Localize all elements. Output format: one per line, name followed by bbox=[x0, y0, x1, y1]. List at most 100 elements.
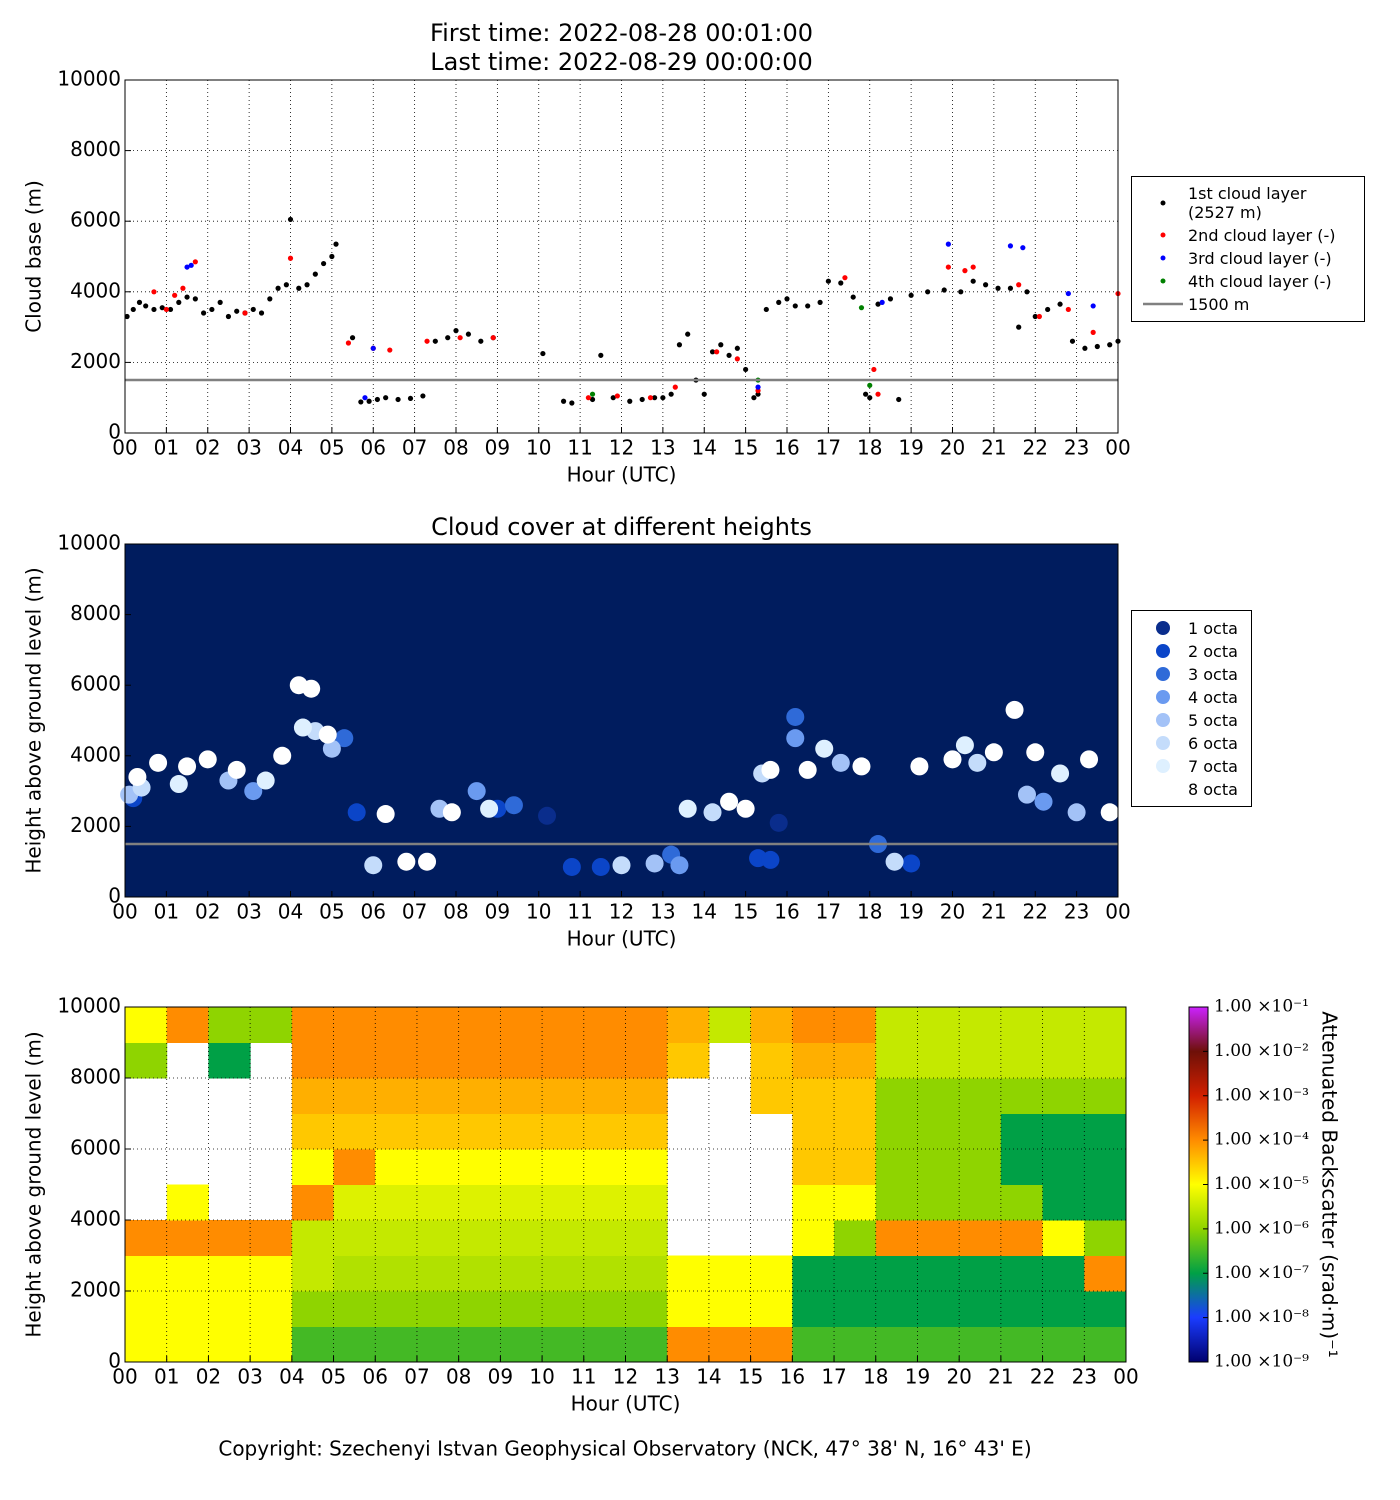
x-tick-label: 21 bbox=[981, 900, 1006, 924]
heatmap-cell bbox=[542, 1149, 585, 1185]
legend-marker bbox=[1160, 232, 1166, 238]
heatmap-cell bbox=[959, 1113, 1002, 1150]
data-point bbox=[383, 395, 389, 401]
heatmap-cell bbox=[166, 1007, 209, 1043]
heatmap-cell bbox=[583, 1255, 626, 1292]
y-tick-label: 4000 bbox=[70, 1207, 121, 1231]
legend-label: 1500 m bbox=[1188, 294, 1250, 314]
data-point bbox=[685, 331, 691, 337]
y-tick-label: 8000 bbox=[70, 1065, 121, 1089]
data-point bbox=[743, 366, 749, 373]
x-tick-label: 11 bbox=[567, 436, 592, 460]
heatmap-cell bbox=[416, 1149, 460, 1185]
data-point bbox=[589, 396, 596, 403]
y-tick-label: 2000 bbox=[70, 1278, 121, 1302]
heatmap-cell bbox=[250, 1255, 293, 1292]
data-point bbox=[896, 396, 902, 403]
heatmap-cell bbox=[542, 1220, 585, 1256]
heatmap-cell bbox=[583, 1291, 626, 1327]
legend-marker bbox=[1160, 255, 1166, 261]
legend-entry: 6 octa bbox=[1138, 733, 1245, 753]
heatmap-cell bbox=[500, 1149, 543, 1185]
heatmap-cell bbox=[625, 1007, 668, 1043]
heatmap-cell bbox=[166, 1255, 209, 1292]
heatmap-cell bbox=[750, 1042, 793, 1079]
data-point bbox=[151, 306, 157, 313]
x-tick-label: 00 bbox=[1105, 900, 1130, 924]
data-point bbox=[370, 345, 376, 351]
heatmap-cell bbox=[1042, 1220, 1085, 1256]
x-tick-label: 03 bbox=[237, 1365, 262, 1389]
data-point bbox=[569, 400, 575, 406]
data-point bbox=[1007, 243, 1014, 249]
x-tick-label: 00 bbox=[1113, 1365, 1138, 1389]
x-tick-label: 18 bbox=[857, 436, 882, 460]
data-point bbox=[198, 750, 217, 769]
data-point bbox=[908, 292, 914, 298]
x-tick-label: 02 bbox=[195, 436, 220, 460]
data-point bbox=[358, 399, 364, 405]
data-point bbox=[902, 854, 921, 873]
data-point bbox=[610, 395, 616, 401]
heatmap-cell bbox=[1084, 1042, 1127, 1079]
heatmap-cell bbox=[750, 1326, 793, 1363]
heatmap-cell bbox=[333, 1113, 376, 1150]
colorbar-tick-label: 1.00 ×10⁻¹ bbox=[1214, 997, 1309, 1017]
legend-marker bbox=[1156, 736, 1170, 750]
data-point bbox=[362, 395, 368, 401]
data-point bbox=[267, 296, 273, 302]
legend-marker bbox=[1156, 782, 1170, 796]
data-point bbox=[242, 310, 248, 316]
heatmap-cell bbox=[583, 1220, 626, 1256]
heatmap-cell bbox=[959, 1326, 1002, 1363]
x-tick-label: 23 bbox=[1072, 1365, 1097, 1389]
heatmap-cell bbox=[1042, 1113, 1085, 1150]
heatmap-cell bbox=[333, 1291, 376, 1327]
plot-area bbox=[125, 544, 1118, 897]
heatmap-cell bbox=[500, 1220, 543, 1256]
data-point bbox=[335, 729, 354, 748]
heatmap-cell bbox=[1042, 1291, 1085, 1327]
heatmap-cell bbox=[708, 1255, 752, 1292]
legend-label: 7 octa bbox=[1188, 756, 1238, 776]
data-point bbox=[407, 395, 414, 402]
heatmap-cell bbox=[875, 1042, 918, 1079]
heatmap-cell bbox=[1000, 1042, 1044, 1079]
x-tick-label: 05 bbox=[319, 436, 344, 460]
data-point bbox=[786, 707, 805, 726]
heatmap-cell bbox=[792, 1184, 835, 1221]
heatmap-cell bbox=[542, 1184, 585, 1221]
heatmap-cell bbox=[583, 1326, 626, 1363]
legend-swatch bbox=[1160, 278, 1166, 284]
data-point bbox=[652, 395, 658, 401]
heatmap-cell bbox=[875, 1149, 918, 1185]
x-tick-label: 22 bbox=[1023, 436, 1048, 460]
heatmap-cell bbox=[667, 1042, 710, 1079]
heatmap-cell bbox=[500, 1291, 543, 1327]
data-point bbox=[217, 299, 223, 305]
heatmap-cell bbox=[750, 1255, 793, 1292]
heatmap-cell bbox=[125, 1007, 168, 1043]
x-tick-label: 02 bbox=[196, 1365, 221, 1389]
data-point bbox=[184, 294, 190, 300]
heatmap-cell bbox=[333, 1255, 376, 1292]
heatmap-cell bbox=[667, 1326, 710, 1363]
heatmap-cell bbox=[834, 1326, 877, 1363]
legend-label: 4 octa bbox=[1188, 687, 1238, 707]
heatmap-cell bbox=[625, 1149, 668, 1185]
heatmap-cell bbox=[625, 1184, 668, 1221]
y-axis-label: Height above ground level (m) bbox=[22, 567, 46, 873]
heatmap-cell bbox=[959, 1078, 1002, 1114]
heatmap-cell bbox=[625, 1078, 668, 1114]
heatmap-cell bbox=[375, 1291, 418, 1327]
heatmap-cell bbox=[208, 1326, 251, 1363]
heatmap-cell bbox=[375, 1220, 418, 1256]
heatmap-cell bbox=[583, 1149, 626, 1185]
heatmap-cell bbox=[416, 1255, 460, 1292]
y-tick-label: 0 bbox=[108, 884, 121, 908]
legend: 1 octa 2 octa 3 octa 4 octa 5 octa 6 octa 7 oc… bbox=[1131, 610, 1252, 807]
heatmap-cell bbox=[291, 1326, 335, 1363]
data-point bbox=[287, 216, 294, 223]
data-point bbox=[151, 289, 157, 295]
y-axis-label: Cloud base (m) bbox=[22, 180, 46, 333]
